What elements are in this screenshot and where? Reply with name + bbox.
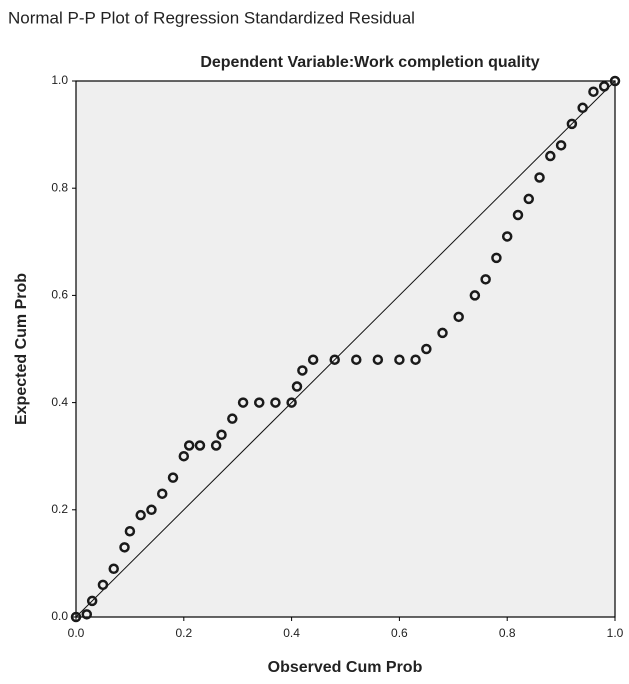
data-point [469,290,481,301]
data-point [329,354,340,365]
data-point [146,504,157,516]
chart-subtitle: Dependent Variable:Work completion quali… [200,54,539,71]
data-point [351,354,362,365]
data-point [270,397,281,408]
data-point [555,140,567,151]
data-point [70,611,82,623]
data-point [119,542,130,553]
x-tick-label: 0.0 [68,626,85,640]
data-point [545,150,556,162]
data-point [183,440,195,451]
data-point [291,381,303,392]
data-point [237,397,249,408]
data-point [588,86,599,97]
data-point [156,488,168,499]
data-point [194,440,206,451]
data-point [108,563,119,575]
data-point [286,397,297,408]
y-tick-label: 0.4 [51,395,68,409]
y-tick-label: 0.8 [51,180,68,194]
x-axis-label: Observed Cum Prob [268,659,423,676]
data-point [566,118,578,130]
x-tick-label: 0.6 [391,626,408,640]
data-point [609,75,621,87]
data-point [81,609,93,620]
data-point [210,440,222,451]
data-point [86,595,98,607]
data-point [437,327,448,339]
chart-title: Normal P-P Plot of Regression Standardiz… [8,8,415,27]
data-point [480,274,491,285]
x-tick-label: 0.4 [283,626,300,640]
data-point [421,343,432,355]
data-point [512,209,524,221]
x-tick-label: 1.0 [607,626,624,640]
y-axis-label: Expected Cum Prob [13,273,30,425]
data-point [254,397,265,408]
data-point [227,413,238,424]
reference-line [75,80,616,618]
data-point [178,450,190,462]
x-tick-label: 0.8 [499,626,516,640]
y-tick-label: 0.2 [51,502,68,516]
data-point [297,365,308,376]
data-point [501,231,513,242]
y-tick-label: 0.0 [51,609,68,623]
data-point [598,81,610,92]
y-tick-label: 0.6 [51,288,68,302]
data-point [97,579,109,591]
data-point [372,354,384,365]
data-point [534,172,545,183]
data-point [394,354,405,365]
data-point [167,472,179,483]
data-point [135,509,146,521]
data-point [216,429,227,441]
data-point [307,354,319,365]
data-point [523,193,535,205]
data-point [577,102,588,114]
data-point [453,311,464,323]
y-tick-label: 1.0 [51,73,68,87]
x-tick-label: 0.2 [175,626,192,640]
data-point [410,354,421,365]
data-point [124,525,136,537]
data-point [491,252,502,264]
